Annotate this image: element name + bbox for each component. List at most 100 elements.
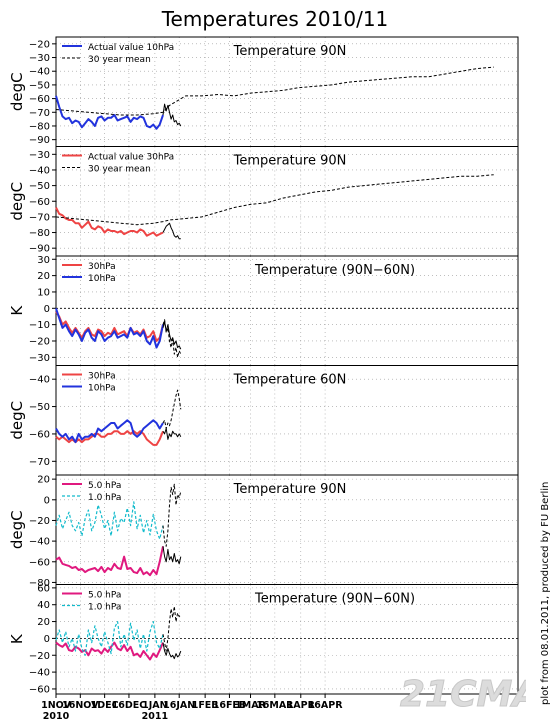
- panel-title: Temperature 60N: [233, 373, 347, 388]
- series-line-black-2: [162, 103, 182, 127]
- y-axis-label: degC: [8, 72, 26, 111]
- y-tick-label: −30: [29, 150, 50, 161]
- y-tick-label: −40: [29, 668, 50, 679]
- x-tick-label: 16FEB: [213, 700, 246, 711]
- legend-label: 30 year mean: [88, 55, 151, 65]
- year-label: 2010: [43, 711, 70, 722]
- legend-label: Actual value 30hPa: [88, 153, 174, 163]
- series-line-30-year-mean: [55, 174, 494, 226]
- y-tick-label: −10: [29, 320, 50, 331]
- legend-label: 10hPa: [88, 274, 116, 284]
- y-tick-label: −80: [29, 578, 50, 589]
- y-tick-label: −20: [29, 516, 50, 527]
- legend-label: Actual value 10hPa: [88, 43, 174, 53]
- series-line-actual-value-30hpa: [55, 207, 164, 237]
- panel-3: 30 20 10 0 −10 −20 −30 K Temperature (90N−60N) 30…: [8, 255, 519, 366]
- y-tick-label: −90: [29, 135, 50, 146]
- y-tick-label: −40: [29, 537, 50, 548]
- y-tick-label: 40: [37, 600, 50, 611]
- y-tick-label: 20: [37, 617, 50, 628]
- y-tick-label: −20: [29, 651, 50, 662]
- y-tick-label: −60: [29, 429, 50, 440]
- legend-label: 1.0 hPa: [88, 493, 121, 503]
- series-line-10hpa: [55, 307, 164, 349]
- y-tick-label: −70: [29, 108, 50, 119]
- y-tick-label: −60: [29, 197, 50, 208]
- panel-5: 20 0 −20 −40 −60 −80 degC Temperature 90N 5.0 hP…: [8, 474, 519, 589]
- legend-label: 5.0 hPa: [88, 481, 121, 491]
- year-label: 2011: [142, 711, 168, 722]
- series-line-black-3: [162, 642, 182, 660]
- y-tick-label: −90: [29, 244, 50, 255]
- y-tick-label: −60: [29, 557, 50, 568]
- y-tick-label: 0: [44, 495, 50, 506]
- series-line-black-3: [162, 428, 182, 440]
- series-line-5-0-hpa: [55, 641, 164, 661]
- y-tick-label: −20: [29, 336, 50, 347]
- legend-label: 10hPa: [88, 384, 116, 394]
- legend-label: 30hPa: [88, 262, 116, 272]
- panel-title: Temperature 90N: [233, 482, 347, 497]
- series-line-actual-value-10hpa: [55, 95, 164, 130]
- y-axis-label: K: [8, 305, 26, 316]
- series-line-black-2: [162, 222, 181, 240]
- series-line-dashed-2: [162, 389, 182, 429]
- panel-4: −40 −50 −60 −70 degC Temperature 60N 30hPa 10hP…: [8, 365, 519, 476]
- panel-6: 60 40 20 0 −20 −40 −60 K Temperature (90N−60N) 5.…: [8, 583, 519, 695]
- legend-label: 30hPa: [88, 372, 116, 382]
- x-tick-label: 16MAR: [256, 700, 294, 711]
- series-line-10hpa: [55, 419, 164, 444]
- y-tick-label: −60: [29, 684, 50, 695]
- y-tick-label: −70: [29, 457, 50, 468]
- series-line-30-year-mean: [55, 66, 494, 116]
- y-tick-label: −80: [29, 121, 50, 132]
- x-tick-label: 1DEC: [91, 700, 119, 711]
- panel-title: Temperature (90N−60N): [254, 592, 415, 607]
- panel-1: −20 −30 −40 −50 −60 −70 −80 −90 degC Temperature …: [8, 36, 519, 147]
- y-tick-label: −70: [29, 212, 50, 223]
- y-tick-label: −20: [29, 39, 50, 50]
- y-tick-label: 0: [44, 634, 50, 645]
- x-tick-label: 16JAN: [163, 700, 195, 711]
- y-tick-label: −40: [29, 375, 50, 386]
- y-tick-label: −40: [29, 165, 50, 176]
- y-tick-label: 20: [37, 271, 50, 282]
- panel-title: Temperature 90N: [233, 44, 347, 59]
- x-tick-label: 16DEC: [112, 700, 147, 711]
- y-axis-label: degC: [8, 401, 26, 440]
- y-tick-label: −30: [29, 53, 50, 64]
- y-axis-label: degC: [8, 510, 26, 549]
- credit-note: plot from 08.01.2011, produced by FU Ber…: [540, 481, 551, 705]
- x-tick-label: 1APR: [287, 700, 316, 711]
- series-line-1-0-hpa: [55, 501, 164, 540]
- panels: −20 −30 −40 −50 −60 −70 −80 −90 degC Temperature …: [8, 36, 519, 695]
- y-tick-label: 30: [37, 255, 50, 266]
- x-tick-label: 1FEB: [192, 700, 219, 711]
- legend-label: 5.0 hPa: [88, 591, 121, 601]
- x-axis: 1NOV16NOV1DEC16DEC1JAN16JAN1FEB16FEB1MAR…: [41, 694, 343, 722]
- watermark-logo: 21CMA: [400, 674, 527, 715]
- x-tick-label: 1NOV: [41, 700, 71, 711]
- panel-title: Temperature (90N−60N): [254, 263, 415, 278]
- y-tick-label: −30: [29, 353, 50, 364]
- y-tick-label: 20: [37, 475, 50, 486]
- x-tick-label: 1MAR: [235, 700, 266, 711]
- series-line-dashed-2: [162, 605, 182, 652]
- legend-label: 1.0 hPa: [88, 603, 121, 613]
- y-tick-label: 60: [37, 583, 50, 594]
- x-tick-label: 16APR: [308, 700, 344, 711]
- y-tick-label: −50: [29, 402, 50, 413]
- y-axis-label: degC: [8, 182, 26, 221]
- y-tick-label: −50: [29, 181, 50, 192]
- legend-label: 30 year mean: [88, 165, 151, 175]
- y-axis-label: K: [8, 633, 26, 644]
- series-line-black-3: [162, 546, 182, 565]
- y-tick-label: 0: [44, 304, 50, 315]
- series-line-black-3: [162, 320, 182, 350]
- panel-2: −30 −40 −50 −60 −70 −80 −90 degC Temperature 90N…: [8, 146, 519, 257]
- y-tick-label: −50: [29, 80, 50, 91]
- chart-title: Temperatures 2010/11: [161, 7, 389, 31]
- y-tick-label: −60: [29, 94, 50, 105]
- y-tick-label: 10: [37, 287, 50, 298]
